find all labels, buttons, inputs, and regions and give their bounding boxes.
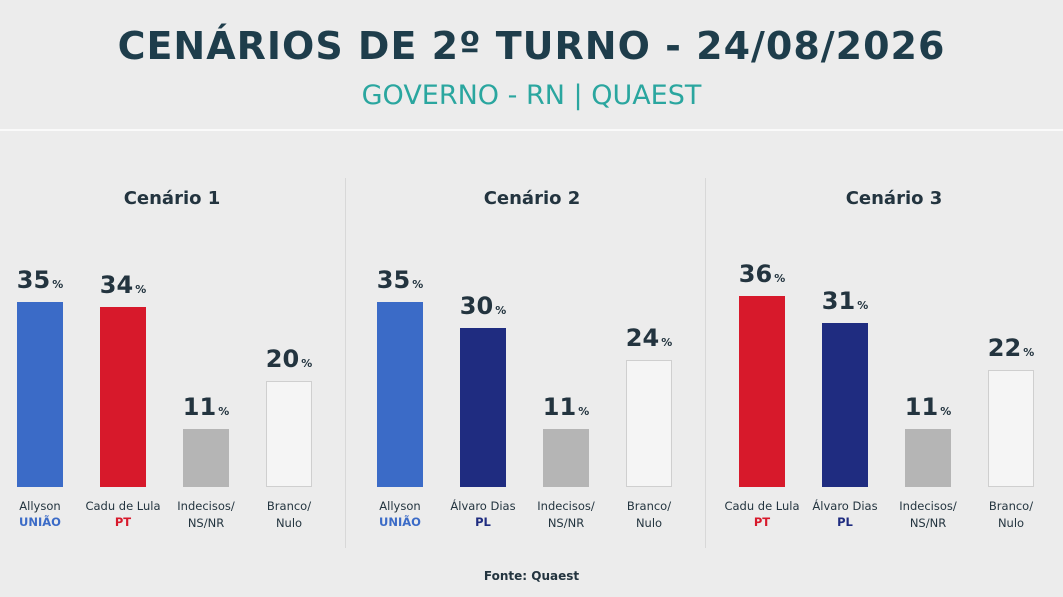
value-number: 11 bbox=[904, 392, 939, 421]
category-label: Indecisos/ NS/NR bbox=[537, 499, 595, 530]
value-label: 31% bbox=[800, 287, 890, 315]
category-label: Indecisos/ NS/NR bbox=[899, 499, 957, 530]
bar bbox=[266, 381, 312, 487]
category-label: Branco/ Nulo bbox=[626, 499, 672, 530]
subtitle: GOVERNO - RN | QUAEST bbox=[361, 80, 702, 111]
bar bbox=[543, 428, 589, 487]
category-label: Álvaro Dias bbox=[812, 499, 878, 513]
category-label: Álvaro Dias bbox=[450, 499, 516, 513]
category-label: Branco/ Nulo bbox=[266, 499, 312, 530]
value-unit: % bbox=[412, 277, 424, 291]
value-label: 24% bbox=[604, 324, 694, 352]
party-label: UNIÃO bbox=[379, 515, 421, 529]
bar bbox=[626, 359, 672, 487]
value-label: 11% bbox=[521, 393, 611, 421]
party-label: PT bbox=[114, 515, 132, 529]
value-label: 11% bbox=[161, 393, 251, 421]
bar bbox=[183, 428, 229, 487]
category-label: Indecisos/ NS/NR bbox=[177, 499, 235, 530]
separator bbox=[0, 129, 1063, 131]
value-number: 35 bbox=[376, 265, 411, 294]
value-unit: % bbox=[301, 357, 313, 370]
value-number: 24 bbox=[625, 323, 660, 352]
value-unit: % bbox=[135, 282, 147, 296]
category-label: Allyson bbox=[19, 499, 61, 513]
value-label: 34% bbox=[78, 271, 168, 299]
bar bbox=[822, 322, 868, 487]
value-number: 22 bbox=[987, 334, 1022, 363]
party-label: UNIÃO bbox=[19, 515, 61, 529]
value-number: 30 bbox=[459, 292, 494, 320]
party-label: PT bbox=[753, 515, 771, 529]
panel-title: Cenário 1 bbox=[123, 188, 221, 209]
value-number: 11 bbox=[182, 392, 217, 421]
panel-title: Cenário 2 bbox=[483, 188, 581, 209]
value-unit: % bbox=[495, 304, 507, 317]
title: CENÁRIOS DE 2º TURNO - 24/08/2026 bbox=[117, 24, 946, 68]
value-number: 20 bbox=[265, 345, 300, 373]
value-unit: % bbox=[218, 404, 230, 418]
divider bbox=[345, 178, 346, 548]
value-number: 31 bbox=[821, 286, 856, 315]
value-number: 11 bbox=[542, 392, 577, 421]
party-label: PL bbox=[837, 515, 853, 529]
category-label: Allyson bbox=[379, 499, 421, 513]
value-unit: % bbox=[52, 277, 64, 291]
bar bbox=[739, 296, 785, 487]
bar bbox=[460, 328, 506, 487]
panel-title: Cenário 3 bbox=[845, 188, 943, 209]
value-label: 35% bbox=[355, 266, 445, 294]
source: Fonte: Quaest bbox=[483, 569, 580, 583]
category-label: Cadu de Lula bbox=[724, 499, 800, 513]
value-label: 20% bbox=[244, 345, 334, 373]
value-label: 36% bbox=[717, 260, 807, 288]
value-unit: % bbox=[774, 272, 786, 286]
value-unit: % bbox=[857, 298, 869, 312]
value-label: 11% bbox=[883, 393, 973, 421]
value-unit: % bbox=[578, 404, 590, 418]
category-label: Cadu de Lula bbox=[85, 499, 161, 513]
value-label: 30% bbox=[438, 292, 528, 320]
value-label: 22% bbox=[966, 334, 1056, 362]
value-unit: % bbox=[1023, 346, 1035, 360]
bar bbox=[988, 370, 1034, 487]
value-unit: % bbox=[940, 404, 952, 418]
bar bbox=[905, 428, 951, 487]
divider bbox=[705, 178, 706, 548]
party-label: PL bbox=[475, 515, 491, 529]
value-label: 35% bbox=[0, 266, 85, 294]
value-number: 35 bbox=[16, 265, 51, 294]
bar bbox=[100, 306, 146, 487]
bar bbox=[377, 301, 423, 487]
value-number: 36 bbox=[738, 260, 773, 289]
category-label: Branco/ Nulo bbox=[988, 499, 1034, 530]
value-number: 34 bbox=[99, 270, 134, 299]
value-unit: % bbox=[661, 335, 673, 349]
bar bbox=[17, 301, 63, 487]
